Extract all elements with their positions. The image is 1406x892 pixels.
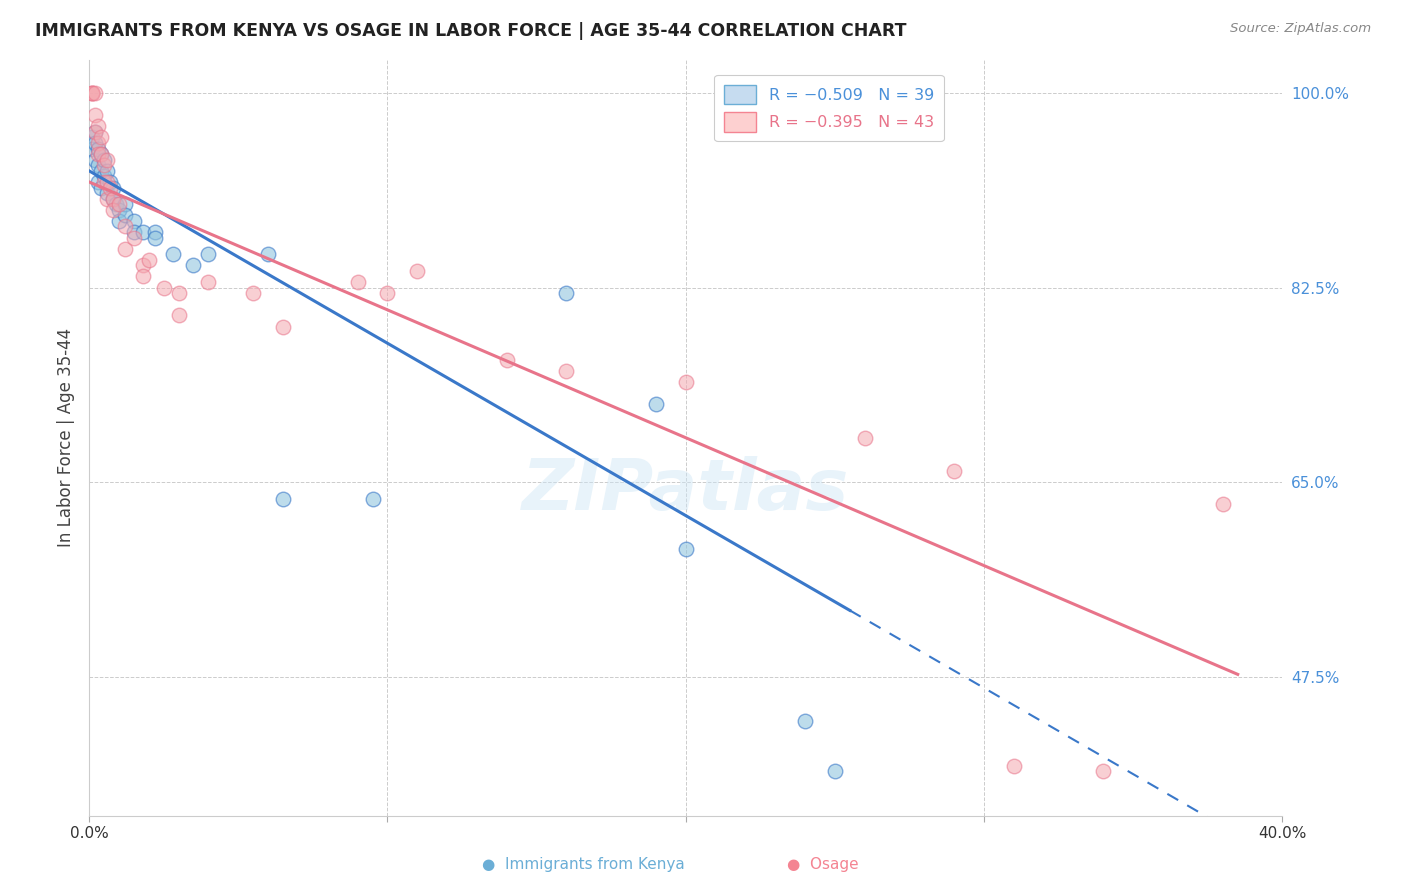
Point [167,286,190,301]
Point [104,197,127,211]
Point [108,202,131,217]
Point [80,86,103,100]
Point [645,397,668,411]
Point [84,125,107,139]
Point [93,175,115,189]
Point [555,286,578,301]
Text: ●  Immigrants from Kenya: ● Immigrants from Kenya [482,857,685,872]
Point [96,164,118,178]
Point [96,186,118,200]
Text: Source: ZipAtlas.com: Source: ZipAtlas.com [1230,22,1371,36]
Point [114,242,136,256]
Point [101,192,124,206]
Point [108,214,131,228]
Text: IMMIGRANTS FROM KENYA VS OSAGE IN LABOR FORCE | AGE 35-44 CORRELATION CHART: IMMIGRANTS FROM KENYA VS OSAGE IN LABOR … [35,22,907,40]
Point [80,86,103,100]
Point [114,219,136,234]
Point [183,258,205,272]
Point [1002,759,1025,773]
Point [122,230,145,244]
Point [101,202,124,217]
Point [1212,498,1234,512]
Legend: R = −0.509   N = 39, R = −0.395   N = 43: R = −0.509 N = 39, R = −0.395 N = 43 [714,75,943,141]
Point [152,280,174,294]
Point [96,153,118,167]
Point [87,147,110,161]
Point [122,225,145,239]
Point [242,286,264,301]
Point [84,153,107,167]
Point [853,431,876,445]
Point [143,225,166,239]
Point [406,264,429,278]
Point [114,208,136,222]
Point [143,230,166,244]
Point [197,247,219,261]
Point [96,192,118,206]
Point [943,464,966,478]
Point [101,192,124,206]
Point [80,86,103,100]
Point [162,247,184,261]
Point [346,275,368,289]
Point [87,120,110,134]
Point [114,197,136,211]
Point [84,136,107,150]
Point [93,158,115,172]
Text: ZIPatlas: ZIPatlas [522,456,849,525]
Point [87,175,110,189]
Point [90,180,112,194]
Point [824,764,846,779]
Point [93,153,115,167]
Point [96,175,118,189]
Point [271,491,294,506]
Point [80,142,103,156]
Point [794,714,817,729]
Point [98,175,121,189]
Point [122,214,145,228]
Point [361,491,384,506]
Point [84,108,107,122]
Point [87,136,110,150]
Point [84,86,107,100]
Point [101,180,124,194]
Point [132,225,155,239]
Point [90,164,112,178]
Point [1092,764,1115,779]
Point [87,142,110,156]
Point [138,252,160,267]
Point [675,541,697,556]
Point [98,180,121,194]
Y-axis label: In Labor Force | Age 35-44: In Labor Force | Age 35-44 [58,328,75,548]
Point [90,147,112,161]
Point [495,352,517,367]
Point [84,125,107,139]
Point [93,169,115,184]
Point [257,247,280,261]
Point [90,147,112,161]
Point [675,375,697,389]
Point [555,364,578,378]
Point [90,130,112,145]
Point [271,319,294,334]
Text: ●  Osage: ● Osage [787,857,858,872]
Point [377,286,399,301]
Point [132,258,155,272]
Point [87,158,110,172]
Point [108,197,131,211]
Point [80,130,103,145]
Point [132,269,155,284]
Point [167,309,190,323]
Point [197,275,219,289]
